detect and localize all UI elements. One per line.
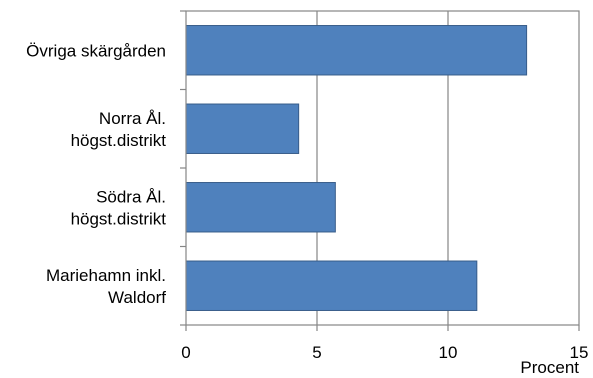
category-labels: Övriga skärgården Norra Ål. högst.distrikt…	[26, 41, 166, 307]
x-axis-label: Procent	[520, 358, 579, 377]
x-tick-label-15: 15	[570, 343, 589, 362]
category-label-3: Södra Ål. högst.distrikt	[71, 187, 167, 228]
category-label-1: Övriga skärgården	[26, 41, 166, 60]
x-tick-labels: 0 5 10 15	[181, 343, 588, 362]
bar-1	[185, 25, 528, 76]
plot-frame	[180, 10, 580, 331]
x-tick-label-10: 10	[439, 343, 458, 362]
category-label-2: Norra Ål. högst.distrikt	[71, 109, 167, 150]
x-tick-label-5: 5	[312, 343, 321, 362]
bar-2	[185, 103, 300, 154]
category-label-4: Mariehamn inkl. Waldorf	[46, 266, 166, 307]
bar-3	[185, 182, 336, 233]
bars	[185, 25, 528, 311]
bar-4	[185, 260, 478, 311]
x-tick-label-0: 0	[181, 343, 190, 362]
